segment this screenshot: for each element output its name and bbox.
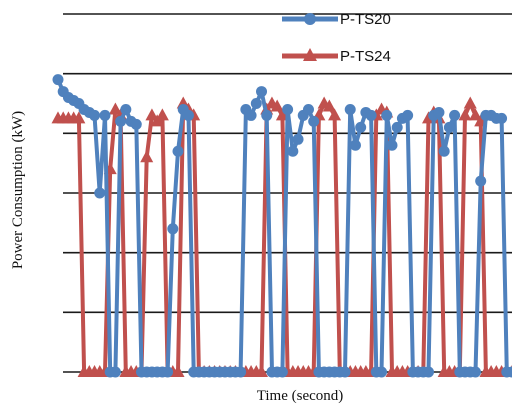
data-point (145, 108, 159, 121)
data-point (443, 121, 455, 133)
data-point (89, 109, 101, 121)
data-point (109, 366, 121, 378)
x-axis-title: Time (second) (257, 388, 344, 404)
data-point (386, 139, 398, 151)
data-point (328, 108, 342, 121)
data-point (172, 145, 184, 157)
data-point (94, 187, 106, 199)
data-point (282, 103, 294, 115)
data-point (391, 121, 403, 133)
data-point (292, 133, 304, 145)
data-point (155, 108, 169, 121)
data-point (171, 365, 185, 377)
data-point (463, 96, 477, 109)
data-point (120, 103, 132, 115)
data-point (287, 145, 299, 157)
data-point (235, 366, 247, 378)
data-point (438, 145, 450, 157)
series-p-ts20 (52, 74, 512, 378)
data-point (381, 109, 393, 121)
data-point (255, 365, 269, 377)
data-point (365, 109, 377, 121)
data-point (256, 86, 268, 98)
legend-marker-p-ts24 (303, 48, 317, 61)
data-point (99, 109, 111, 121)
data-point (355, 121, 367, 133)
data-point (423, 366, 435, 378)
data-point (130, 118, 142, 130)
data-point (261, 109, 273, 121)
data-point (308, 115, 320, 127)
legend-label-p-ts20: P-TS20 (340, 11, 391, 28)
data-point (270, 99, 284, 112)
data-point (276, 366, 288, 378)
data-point (344, 103, 356, 115)
data-point (475, 175, 487, 187)
data-point (496, 112, 508, 124)
data-point (72, 111, 86, 124)
data-point (108, 102, 122, 115)
data-point (468, 108, 482, 121)
data-point (469, 366, 481, 378)
data-point (182, 109, 194, 121)
data-point (322, 99, 336, 112)
series-layer (51, 74, 512, 378)
legend: P-TS20 P-TS24 (282, 11, 391, 65)
data-point (245, 109, 257, 121)
data-point (140, 150, 154, 163)
data-point (52, 74, 64, 86)
data-point (349, 139, 361, 151)
data-point (162, 366, 174, 378)
y-axis-title: Power Consumption (kW) (10, 111, 26, 269)
data-point (402, 109, 414, 121)
data-point (449, 109, 461, 121)
data-point (339, 366, 351, 378)
data-point (433, 106, 445, 118)
data-point (167, 223, 179, 235)
data-point (376, 366, 388, 378)
data-point (506, 366, 512, 378)
data-point (250, 98, 262, 109)
data-point (302, 103, 314, 115)
data-point (115, 115, 127, 127)
data-point (458, 108, 472, 121)
legend-marker-p-ts20 (304, 13, 316, 25)
legend-label-p-ts24: P-TS24 (340, 48, 391, 65)
